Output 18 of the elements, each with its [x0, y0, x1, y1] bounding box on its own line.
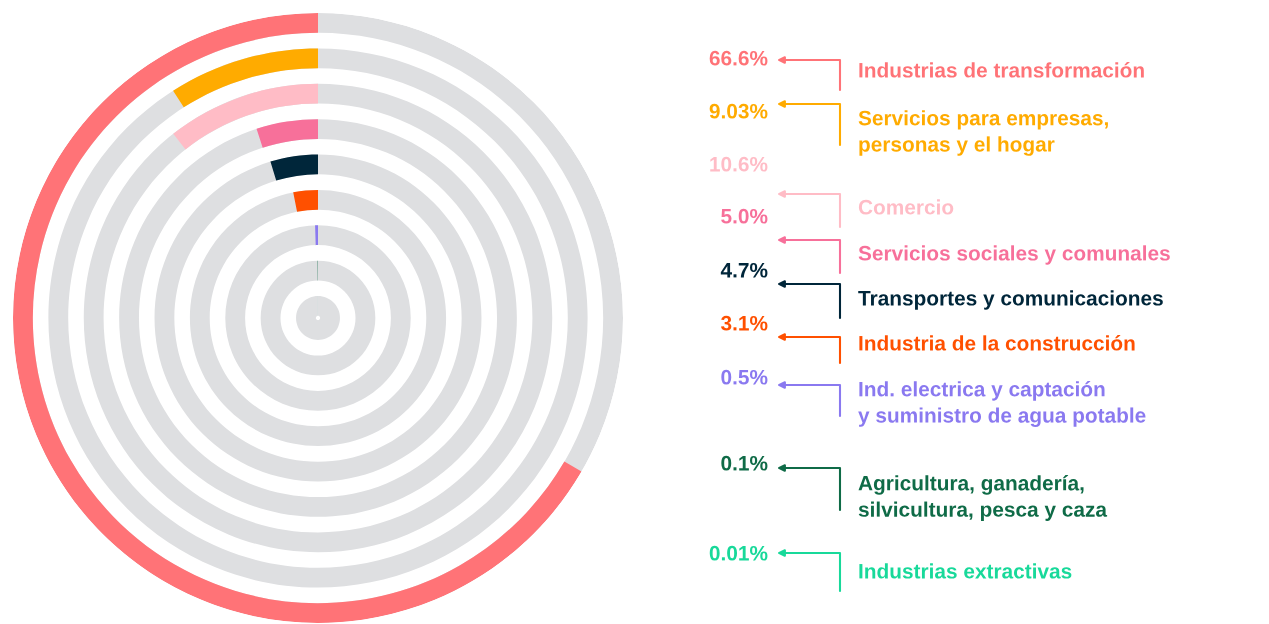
- data-label: 9.03%: [709, 103, 768, 119]
- category-label: Transportes y comunicaciones: [858, 290, 1163, 310]
- data-label: 10.6%: [710, 156, 768, 172]
- category-label: Industrias extractivas: [859, 563, 1072, 579]
- category-label: Industrias de transformación: [859, 62, 1144, 78]
- data-label: 66.6%: [709, 50, 768, 66]
- category-label: Servicios para empresas, personas y el hogar: [858, 110, 1108, 156]
- data-label: 0.1%: [721, 455, 768, 471]
- data-label: 4.7%: [720, 262, 768, 278]
- category-label: Comercio: [858, 199, 954, 215]
- data-label: 0.01%: [709, 545, 768, 561]
- data-label: 0.5%: [721, 369, 768, 385]
- category-label: Industria de la construcción: [859, 335, 1135, 351]
- data-label: 3.1%: [720, 315, 768, 331]
- data-label: 5.0%: [721, 208, 768, 224]
- category-label: Agricultura, ganadería, silvicultura, pesca y caza: [858, 475, 1108, 521]
- category-label: Servicios sociales y comunales: [858, 245, 1170, 265]
- category-label: Ind. electrica y captación y suministro de agua potable: [858, 381, 1146, 427]
